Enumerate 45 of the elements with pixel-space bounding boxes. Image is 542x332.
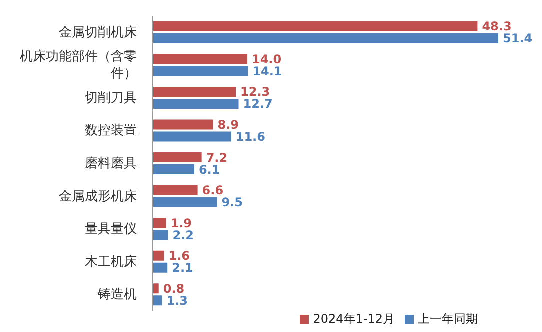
bar bbox=[152, 185, 198, 196]
bar bbox=[152, 262, 168, 273]
data-label: 11.6 bbox=[236, 130, 266, 144]
bar bbox=[152, 98, 239, 109]
data-label: 48.3 bbox=[482, 20, 512, 34]
y-tick-label: 磨料磨具 bbox=[85, 156, 137, 172]
data-label: 8.9 bbox=[218, 118, 240, 132]
bar bbox=[152, 164, 194, 175]
data-label: 12.7 bbox=[243, 97, 273, 112]
data-label: 7.2 bbox=[206, 150, 228, 165]
data-label: 9.5 bbox=[222, 196, 244, 210]
bar bbox=[152, 21, 478, 32]
y-tick-label: 机床功能部件（含零件） bbox=[20, 50, 137, 82]
bar bbox=[152, 250, 164, 261]
data-label: 2.2 bbox=[172, 228, 194, 242]
data-label: 51.4 bbox=[503, 32, 533, 46]
y-tick-label: 切削刀具 bbox=[85, 90, 137, 106]
data-label: 14.0 bbox=[252, 52, 282, 66]
y-tick-label: 数控装置 bbox=[85, 124, 137, 139]
bar bbox=[152, 197, 218, 208]
data-label: 1.9 bbox=[170, 216, 192, 230]
data-label: 2.1 bbox=[172, 261, 194, 276]
bar bbox=[152, 54, 248, 64]
data-label: 1.6 bbox=[168, 249, 190, 264]
data-label: 0.8 bbox=[163, 282, 185, 296]
data-label: 12.3 bbox=[240, 85, 270, 100]
bar bbox=[152, 120, 214, 130]
bar bbox=[152, 33, 498, 44]
data-label: 1.3 bbox=[166, 294, 188, 308]
bar bbox=[152, 86, 236, 97]
y-tick-label: 金属成形机床 bbox=[59, 189, 137, 204]
data-label: 6.1 bbox=[198, 162, 220, 177]
y-tick-label: 铸造机 bbox=[97, 288, 137, 303]
y-tick-label: 量具量仪 bbox=[85, 222, 137, 238]
y-tick-label: 木工机床 bbox=[85, 254, 137, 270]
legend-label: 2024年1-12月 bbox=[313, 312, 395, 326]
y-tick-label: 金属切削机床 bbox=[59, 25, 137, 40]
data-label: 6.6 bbox=[202, 184, 224, 198]
bar bbox=[152, 218, 166, 228]
bar bbox=[152, 132, 232, 142]
legend-label: 上一年同期 bbox=[418, 312, 478, 326]
bar bbox=[152, 230, 168, 240]
bar bbox=[152, 152, 202, 163]
data-label: 14.1 bbox=[252, 64, 282, 78]
bar bbox=[152, 66, 248, 76]
